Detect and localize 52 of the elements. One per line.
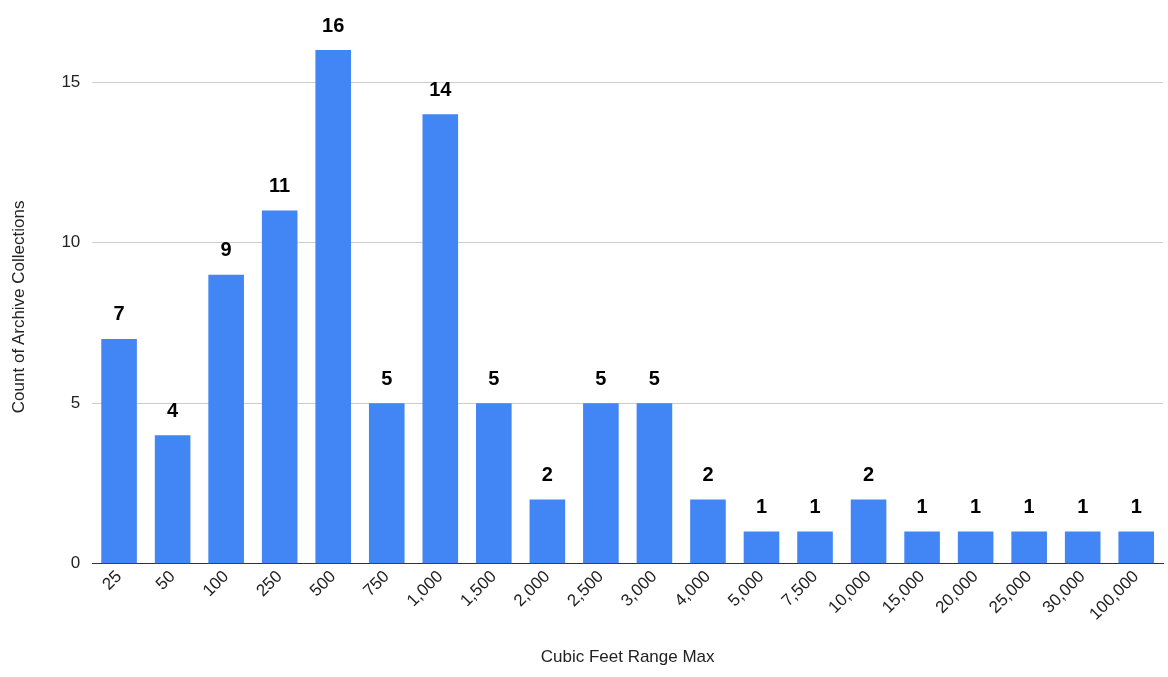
bar	[154, 435, 191, 564]
data-label: 5	[488, 366, 500, 389]
bar	[261, 210, 298, 564]
data-label: 2	[541, 463, 553, 486]
bar	[101, 338, 137, 564]
data-label: 7	[113, 302, 125, 325]
data-label: 1	[1130, 495, 1142, 518]
bar	[850, 499, 887, 564]
data-label: 1	[916, 495, 928, 518]
x-tick-label: 750	[359, 566, 393, 601]
data-label: 1	[1077, 495, 1089, 518]
y-tick-label: 15	[61, 71, 81, 91]
data-label: 9	[220, 238, 232, 261]
data-label: 1	[755, 495, 768, 518]
data-label: 2	[702, 463, 714, 486]
data-label: 1	[1023, 495, 1035, 518]
bar	[690, 499, 726, 564]
bar	[1118, 531, 1155, 564]
bar	[476, 403, 512, 564]
bar	[315, 50, 352, 564]
data-label: 4	[167, 398, 180, 421]
data-label: 5	[381, 366, 393, 389]
bar	[743, 531, 780, 564]
y-axis-title: Count of Archive Collections	[8, 200, 28, 414]
y-tick-label: 0	[70, 553, 81, 573]
bar	[957, 531, 994, 564]
data-label: 11	[269, 174, 291, 197]
x-tick-label: 25	[98, 566, 126, 594]
bar	[1064, 531, 1101, 564]
bar	[904, 531, 940, 564]
bar	[797, 531, 833, 564]
x-tick-label: 250	[252, 566, 286, 601]
x-tick-label: 500	[305, 566, 340, 601]
data-label: 14	[429, 77, 453, 100]
y-tick-label: 10	[61, 232, 81, 252]
bar	[636, 403, 673, 564]
x-tick-label: 50	[151, 566, 179, 594]
data-label: 16	[322, 13, 345, 36]
data-label: 5	[648, 366, 660, 389]
y-tick-label: 5	[70, 392, 81, 412]
x-tick-label: 100	[198, 566, 233, 601]
bar	[529, 499, 566, 564]
data-label: 2	[863, 463, 875, 486]
data-label: 5	[595, 366, 607, 389]
bar	[422, 114, 459, 564]
x-axis-title: Cubic Feet Range Max	[540, 647, 716, 667]
bar	[583, 403, 619, 564]
bar	[208, 274, 244, 564]
bar	[1011, 531, 1047, 564]
data-label: 1	[970, 495, 982, 518]
bar	[368, 403, 405, 564]
data-label: 1	[809, 495, 821, 518]
